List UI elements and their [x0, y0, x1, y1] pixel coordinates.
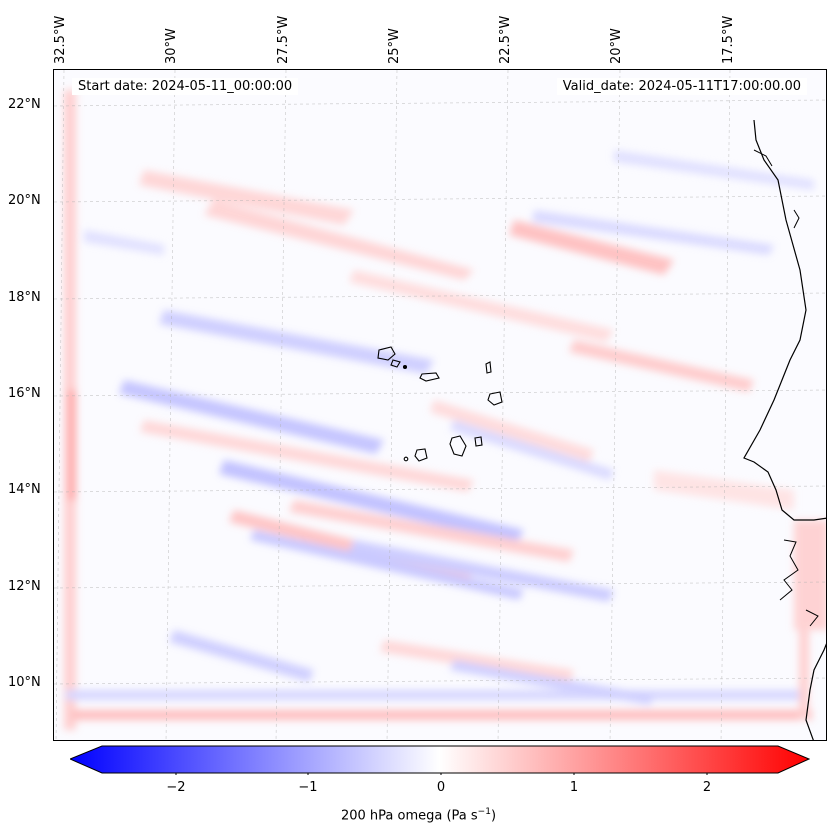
lon-label-22.5W: 22.5°W	[498, 15, 513, 64]
colorbar-tick-minus2: −2	[166, 780, 186, 795]
lat-label-20N: 20°N	[8, 193, 41, 208]
colorbar-title-text: 200 hPa omega (Pa s	[340, 808, 478, 824]
omega-field-map	[54, 70, 826, 740]
colorbar	[70, 745, 810, 775]
map-panel	[53, 69, 827, 741]
lat-label-22N: 22°N	[8, 97, 41, 112]
valid-date-label: Valid_date: 2024-05-11T17:00:00.00	[556, 78, 807, 95]
lon-label-17.5W: 17.5°W	[721, 15, 736, 64]
start-date-label: Start date: 2024-05-11_00:00:00	[72, 78, 299, 95]
lon-label-20W: 20°W	[609, 28, 624, 64]
colorbar-title: 200 hPa omega (Pa s−1)	[0, 807, 837, 823]
africa-coastline	[743, 119, 826, 740]
colorbar-tick-0: 0	[436, 780, 446, 795]
lat-label-10N: 10°N	[8, 675, 41, 690]
colorbar-tick-1: 1	[569, 780, 579, 795]
graticule	[54, 70, 826, 740]
colorbar-tick-minus1: −1	[298, 780, 318, 795]
lat-label-12N: 12°N	[8, 579, 41, 594]
colorbar-tick-2: 2	[702, 780, 712, 795]
lat-label-16N: 16°N	[8, 386, 41, 401]
lon-label-30W: 30°W	[164, 28, 179, 64]
lon-label-32.5W: 32.5°W	[53, 15, 68, 64]
omega-field-shading	[64, 90, 826, 730]
cape-verde-islands	[377, 346, 503, 462]
lon-label-25W: 25°W	[387, 28, 402, 64]
colorbar-title-exponent: −1	[477, 807, 491, 817]
lon-label-27.5W: 27.5°W	[276, 15, 291, 64]
colorbar-title-close: )	[490, 808, 497, 824]
lat-label-14N: 14°N	[8, 482, 41, 497]
lat-label-18N: 18°N	[8, 290, 41, 305]
